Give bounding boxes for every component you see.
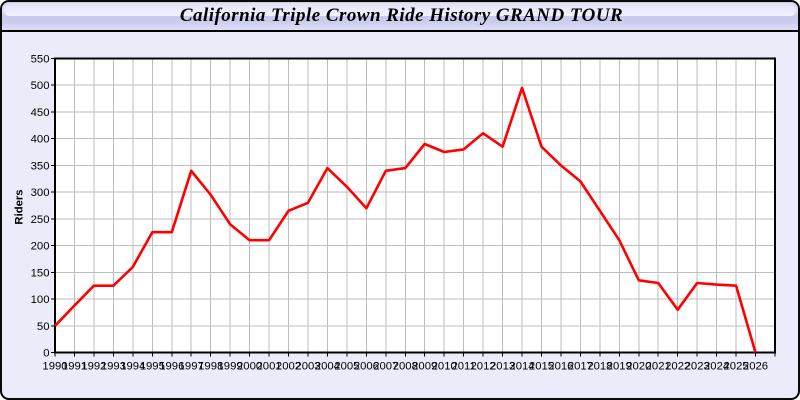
svg-text:2011: 2011 — [451, 361, 475, 373]
svg-text:500: 500 — [31, 80, 50, 92]
svg-text:0: 0 — [43, 348, 49, 360]
svg-text:1999: 1999 — [218, 361, 243, 373]
svg-text:2021: 2021 — [646, 361, 671, 373]
svg-text:2001: 2001 — [257, 361, 282, 373]
svg-text:2010: 2010 — [432, 361, 457, 373]
svg-text:150: 150 — [31, 267, 50, 279]
svg-text:2013: 2013 — [490, 361, 515, 373]
svg-text:50: 50 — [37, 321, 50, 333]
svg-text:1997: 1997 — [179, 361, 204, 373]
svg-text:2014: 2014 — [509, 361, 534, 373]
svg-text:2026: 2026 — [743, 361, 768, 373]
svg-text:100: 100 — [31, 294, 50, 306]
svg-text:1998: 1998 — [198, 361, 223, 373]
svg-text:2024: 2024 — [704, 361, 729, 373]
svg-text:1990: 1990 — [42, 361, 67, 373]
svg-text:250: 250 — [31, 214, 50, 226]
svg-text:2023: 2023 — [685, 361, 710, 373]
svg-text:1992: 1992 — [81, 361, 106, 373]
svg-text:2012: 2012 — [471, 361, 496, 373]
svg-text:300: 300 — [31, 187, 50, 199]
svg-text:2005: 2005 — [334, 361, 359, 373]
svg-text:1991: 1991 — [62, 361, 87, 373]
svg-text:2019: 2019 — [607, 361, 632, 373]
svg-text:200: 200 — [31, 241, 50, 253]
svg-text:2025: 2025 — [724, 361, 749, 373]
svg-text:1993: 1993 — [101, 361, 126, 373]
svg-text:450: 450 — [31, 107, 50, 119]
svg-text:400: 400 — [31, 134, 50, 146]
svg-text:2015: 2015 — [529, 361, 554, 373]
svg-text:2020: 2020 — [626, 361, 651, 373]
svg-text:Riders: Riders — [14, 189, 26, 224]
svg-text:2002: 2002 — [276, 361, 301, 373]
svg-text:2007: 2007 — [373, 361, 398, 373]
svg-text:2006: 2006 — [354, 361, 379, 373]
svg-text:2022: 2022 — [665, 361, 690, 373]
svg-text:2003: 2003 — [295, 361, 320, 373]
svg-text:2000: 2000 — [237, 361, 262, 373]
svg-text:2004: 2004 — [315, 361, 340, 373]
svg-text:2009: 2009 — [412, 361, 437, 373]
svg-text:2008: 2008 — [393, 361, 418, 373]
svg-text:350: 350 — [31, 160, 50, 172]
svg-text:550: 550 — [31, 54, 50, 66]
svg-text:2016: 2016 — [548, 361, 573, 373]
svg-text:1994: 1994 — [120, 361, 145, 373]
svg-text:2018: 2018 — [587, 361, 612, 373]
svg-text:1996: 1996 — [159, 361, 184, 373]
svg-text:2017: 2017 — [568, 361, 593, 373]
svg-text:1995: 1995 — [140, 361, 165, 373]
